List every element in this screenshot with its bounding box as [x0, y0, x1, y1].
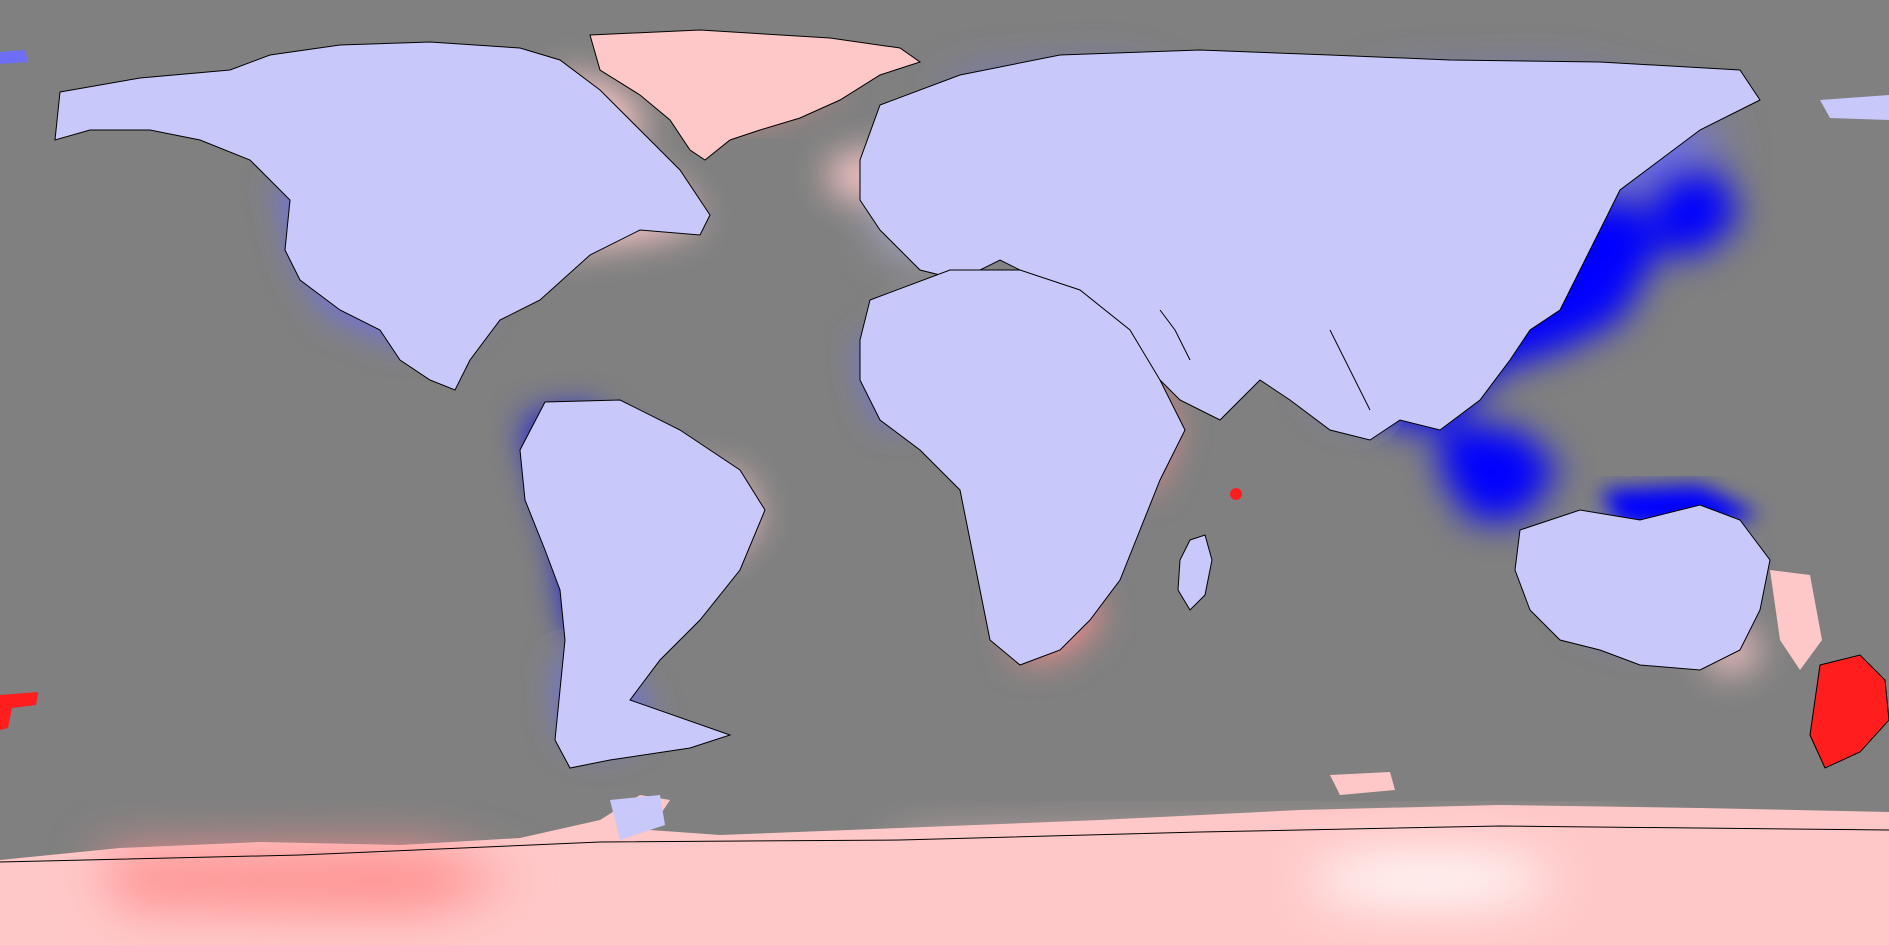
southeast-asia-cold-zone: [1440, 420, 1560, 520]
coastline-layer: [0, 29, 1889, 863]
india-coastline: [1329, 329, 1371, 411]
east-antarctica-pale-warm-zone: [900, 835, 1700, 920]
alaska-edge-patch: [0, 50, 28, 64]
region-antarctica: [0, 795, 1889, 945]
new-zealand-sea-warm-band: [1770, 570, 1822, 670]
antarctica-coastline: [0, 825, 1889, 863]
southwest-pacific-warm-patch: [0, 692, 38, 730]
red-sea-coastline: [1159, 309, 1191, 361]
japan-cold-zone: [1650, 170, 1740, 260]
southern-ocean-warm-patch: [1330, 772, 1395, 795]
west-antarctica-warm-zone: [100, 850, 520, 910]
antarctica-neutral-zone: [1310, 858, 1550, 902]
antarctic-peninsula-cool: [610, 795, 665, 840]
aleutian-pale-patch: [1820, 95, 1889, 120]
mauritius-warm-spot: [1230, 488, 1242, 500]
